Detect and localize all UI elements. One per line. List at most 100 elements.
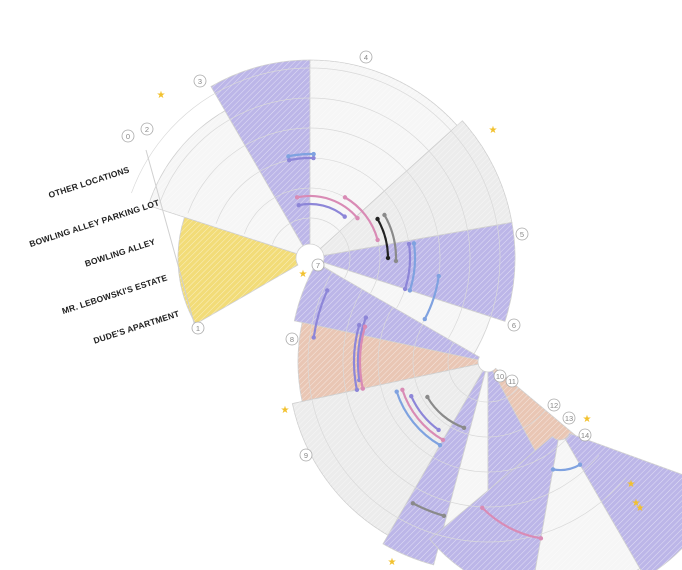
character-track-11 <box>358 325 367 390</box>
star-icon: ★ <box>583 414 592 425</box>
scene-number-6: 6 <box>507 318 521 332</box>
track-end-dot <box>407 288 413 293</box>
wedge-scene-1-hatch <box>178 217 298 324</box>
track-start-dot <box>311 335 316 340</box>
track-end-dot <box>409 393 414 399</box>
track-end-dot <box>356 322 362 328</box>
star-icon: ★ <box>632 498 641 509</box>
track-start-dot <box>577 462 583 467</box>
track-start-dot <box>286 154 291 159</box>
track-end-dot <box>402 286 408 292</box>
svg-text:0: 0 <box>126 132 130 141</box>
star-icon: ★ <box>489 125 498 136</box>
svg-text:1: 1 <box>196 324 200 333</box>
svg-text:5: 5 <box>520 230 524 239</box>
ring-a-1 <box>243 187 381 294</box>
scene-number-9: 9 <box>299 448 313 462</box>
label-dudes-apartment: DUDE'S APARTMENT <box>92 308 181 345</box>
track-end-dot <box>325 288 330 293</box>
track-end-dot <box>425 394 430 400</box>
scene-wedges <box>147 59 682 570</box>
scene-number-2: 2 <box>140 122 154 136</box>
track-end-dot <box>311 151 316 157</box>
ring-b-2 <box>377 306 573 473</box>
svg-text:10: 10 <box>496 372 504 381</box>
ring-a-3 <box>187 127 441 324</box>
character-track-16 <box>410 395 440 432</box>
wedge-scene-6-hatch <box>321 262 491 359</box>
scene-number-11: 11 <box>505 374 519 388</box>
wedge-scene-4-hatch <box>310 60 458 249</box>
track-start-dot <box>437 442 443 448</box>
character-track-4 <box>343 196 379 241</box>
scene-number-5: 5 <box>515 227 529 241</box>
track-start-dot <box>360 386 365 391</box>
star-icon: ★ <box>281 405 290 416</box>
star-icon: ★ <box>627 479 636 490</box>
scene-number-13: 13 <box>562 411 576 425</box>
wedge-scene-15-hatch <box>429 436 559 570</box>
track-end-dot <box>393 258 399 264</box>
svg-text:9: 9 <box>304 451 308 460</box>
scene-number-3: 3 <box>193 74 207 88</box>
track-start-dot <box>294 195 300 200</box>
scene-number-8: 8 <box>285 332 299 346</box>
star-icon: ★ <box>636 503 645 514</box>
wedge-scene-4b-hatch <box>320 120 512 256</box>
track-end-dot <box>410 501 416 506</box>
wedge-scene-17-hatch <box>565 433 682 570</box>
character-track-8 <box>408 242 417 292</box>
track-start-dot <box>406 241 412 247</box>
track-end-dot <box>422 316 427 322</box>
track-start-dot <box>411 241 417 246</box>
star-icon: ★ <box>388 557 397 568</box>
scene-numbers: 0 1 2 3 4 5 6 7 8 9 10 11 12 13 14 <box>121 50 592 462</box>
wedge-scene-16-hatch <box>535 438 640 570</box>
scene-number-7: 7 <box>311 258 325 272</box>
track-end-dot <box>311 155 316 161</box>
character-tracks <box>286 151 583 541</box>
track-end-dot <box>375 237 380 243</box>
wedge-scene-2-hatch <box>148 110 303 254</box>
track-end-dot <box>342 214 347 219</box>
svg-text:11: 11 <box>508 377 516 386</box>
svg-text:12: 12 <box>550 401 558 410</box>
scene-number-12: 12 <box>547 398 561 412</box>
character-track-20 <box>481 506 542 540</box>
ring-b-4 <box>307 271 627 543</box>
wedge-scene-10-hatch <box>383 370 486 565</box>
ring-b-0 <box>447 341 519 403</box>
track-end-dot <box>355 215 360 221</box>
svg-text:14: 14 <box>581 431 589 440</box>
track-start-dot <box>287 157 292 163</box>
track-end-dot <box>480 505 485 510</box>
svg-text:8: 8 <box>290 335 294 344</box>
svg-text:2: 2 <box>145 125 149 134</box>
track-end-dot <box>363 315 369 320</box>
track-end-dot <box>550 467 556 472</box>
track-start-dot <box>436 427 441 433</box>
character-track-14 <box>401 388 445 442</box>
location-rings <box>131 67 627 543</box>
scene-number-14: 14 <box>578 428 592 442</box>
ring-b-1 <box>412 324 546 438</box>
star-icon: ★ <box>299 269 308 280</box>
character-track-2 <box>296 194 359 220</box>
svg-text:7: 7 <box>316 261 320 270</box>
track-start-dot <box>538 536 544 541</box>
scene-number-0: 0 <box>121 129 135 143</box>
track-end-dot <box>400 387 405 393</box>
axis-line <box>145 149 197 331</box>
ring-a-5 <box>131 67 501 354</box>
label-mr-lebowskis-estate: MR. LEBOWSKI'S ESTATE <box>61 272 169 316</box>
wedge-scene-7-hatch <box>294 263 480 360</box>
svg-text:13: 13 <box>565 414 573 423</box>
wedge-scene-3-hatch <box>211 60 310 246</box>
track-start-dot <box>375 216 380 222</box>
character-track-10 <box>356 316 367 382</box>
svg-text:6: 6 <box>512 321 516 330</box>
ring-a-4 <box>159 97 471 339</box>
character-track-7 <box>404 242 412 291</box>
